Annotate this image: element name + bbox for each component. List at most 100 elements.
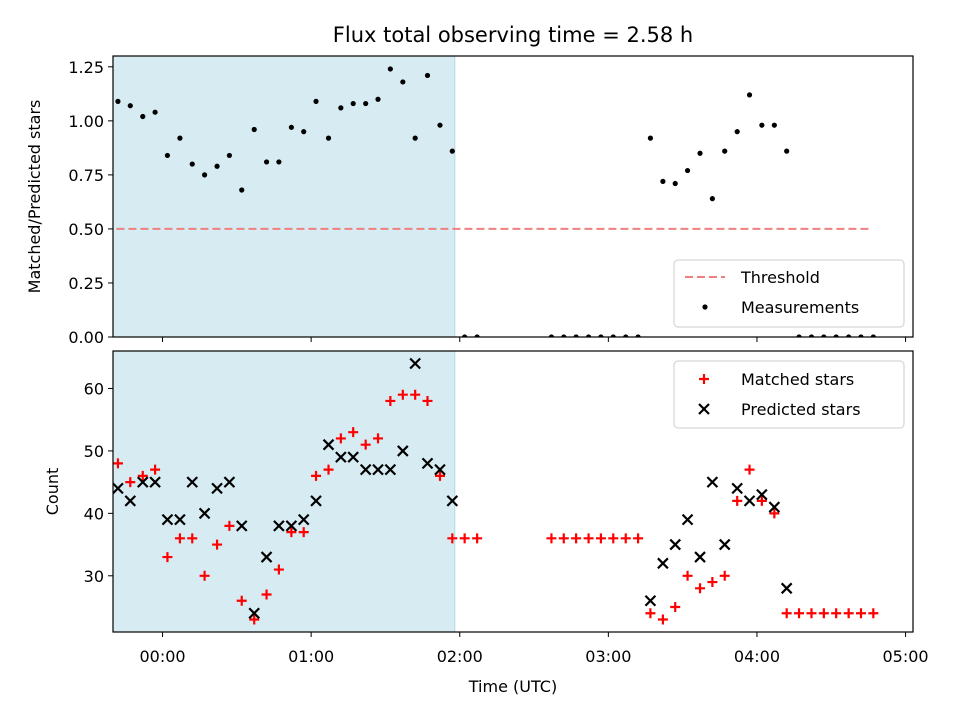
legend-bottom: Matched stars Predicted stars <box>673 360 905 429</box>
measurement-point <box>759 122 765 128</box>
measurement-point <box>771 122 777 128</box>
matched-star-marker <box>311 470 322 481</box>
predicted-star-marker <box>211 482 223 495</box>
matched-star-marker <box>558 533 569 544</box>
measurement-point <box>363 100 369 107</box>
matched-star-marker <box>818 608 829 619</box>
y-tick-label: 30 <box>84 567 104 586</box>
measurement-point <box>858 334 864 337</box>
measurement-point <box>635 334 641 337</box>
matched-star-marker <box>695 583 706 594</box>
measurement-point <box>561 334 567 337</box>
measurement-point <box>548 334 555 337</box>
predicted-star-marker <box>384 463 397 476</box>
predicted-star-marker <box>434 463 446 476</box>
matched-star-marker <box>335 433 346 444</box>
measurement-point <box>424 72 431 79</box>
x-tick-label: 04:00 <box>734 647 780 666</box>
measurement-point <box>375 96 381 102</box>
measurement-point <box>152 109 158 115</box>
x-tick-label: 05:00 <box>883 647 929 666</box>
matched-star-marker <box>199 570 210 581</box>
predicted-star-marker <box>223 476 236 488</box>
legend-predicted-swatch <box>698 403 710 415</box>
measurement-point <box>127 103 133 109</box>
matched-star-marker <box>174 533 185 544</box>
predicted-star-marker <box>743 495 756 507</box>
plot-area <box>113 56 876 337</box>
x-tick-label: 01:00 <box>288 647 334 666</box>
matched-star-marker <box>298 527 309 538</box>
matched-star-marker <box>447 533 458 544</box>
chart-title: Flux total observing time = 2.58 h <box>333 23 693 47</box>
matched-star-marker <box>397 389 408 400</box>
measurement-point <box>647 135 654 141</box>
matched-star-marker <box>719 570 730 581</box>
measurement-point <box>189 161 195 167</box>
measurement-point <box>734 129 740 135</box>
measurement-point <box>226 152 233 159</box>
measurement-point <box>796 334 802 337</box>
y-tick-label: 1.25 <box>68 58 104 77</box>
matched-star-marker <box>224 520 235 531</box>
legend-threshold-label: Threshold <box>740 268 820 287</box>
measurement-point <box>251 126 257 133</box>
measurement-point <box>684 167 691 174</box>
measurement-point <box>201 172 208 178</box>
predicted-star-marker <box>113 482 124 495</box>
legend-measurements-swatch <box>702 304 708 310</box>
predicted-star-marker <box>335 451 347 463</box>
matched-star-marker <box>472 533 483 544</box>
measurement-point <box>288 124 294 130</box>
bottom-panel-counts: 30 40 50 60 00:00 01:00 02:00 03:00 04:00 05:00 Co… <box>43 350 929 696</box>
matched-star-marker <box>744 464 755 475</box>
matched-star-marker <box>769 508 780 519</box>
measurement-point <box>746 92 753 98</box>
x-tick-label: 02:00 <box>437 647 483 666</box>
measurement-point <box>660 178 666 184</box>
measurement-point <box>474 334 480 337</box>
matched-star-marker <box>385 395 396 406</box>
matched-star-marker <box>608 533 619 544</box>
matched-star-marker <box>360 439 371 450</box>
measurement-point <box>276 159 282 165</box>
matched-star-marker <box>794 608 805 619</box>
x-tick-label: 00:00 <box>139 647 185 666</box>
matched-star-marker <box>806 608 817 619</box>
predicted-star-marker <box>198 507 211 520</box>
measurement-point <box>462 334 468 337</box>
measurement-point <box>325 135 332 141</box>
predicted-star-marker <box>446 495 459 507</box>
matched-star-marker <box>187 533 198 544</box>
matched-star-marker <box>682 570 693 581</box>
matched-star-marker <box>212 539 223 550</box>
axes-frame <box>112 350 914 633</box>
measurement-point <box>672 180 678 187</box>
predicted-star-marker <box>780 582 793 595</box>
legend-measurements-label: Measurements <box>741 298 859 317</box>
predicted-star-marker <box>322 438 335 451</box>
predicted-star-marker <box>359 463 372 476</box>
matched-star-marker <box>286 527 297 538</box>
y-axis-label: Count <box>43 468 62 516</box>
measurement-point <box>722 148 728 154</box>
legend-box <box>673 259 905 328</box>
predicted-star-marker <box>657 557 669 570</box>
measurement-point <box>412 135 418 141</box>
measurement-point <box>697 150 703 156</box>
matched-star-marker <box>261 589 272 600</box>
predicted-star-marker <box>644 595 657 607</box>
matched-star-marker <box>868 608 879 619</box>
predicted-star-marker <box>260 551 273 563</box>
axes-frame <box>112 55 914 338</box>
y-tick-label: 0.75 <box>68 166 104 185</box>
measurement-point <box>709 196 715 202</box>
measurement-point <box>214 163 220 169</box>
matched-star-marker <box>645 608 656 619</box>
matched-star-marker <box>348 427 359 438</box>
predicted-star-marker <box>161 513 174 526</box>
measurement-point <box>449 148 455 154</box>
y-axis-label: Matched/Predicted stars <box>25 100 44 294</box>
predicted-star-marker <box>248 607 260 620</box>
